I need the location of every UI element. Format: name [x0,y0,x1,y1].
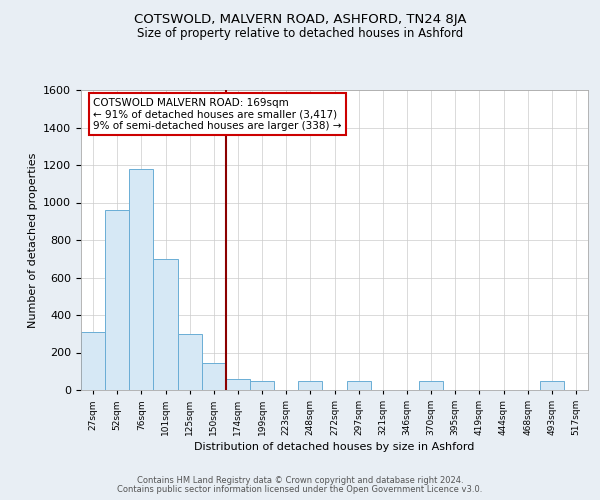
Bar [540,380,564,390]
Y-axis label: Number of detached properties: Number of detached properties [28,152,38,328]
Bar [105,210,129,390]
Bar [129,169,154,390]
Bar [154,259,178,390]
Text: Contains HM Land Registry data © Crown copyright and database right 2024.: Contains HM Land Registry data © Crown c… [137,476,463,485]
Text: COTSWOLD, MALVERN ROAD, ASHFORD, TN24 8JA: COTSWOLD, MALVERN ROAD, ASHFORD, TN24 8J… [134,12,466,26]
Bar [202,363,226,390]
Text: COTSWOLD MALVERN ROAD: 169sqm
← 91% of detached houses are smaller (3,417)
9% of: COTSWOLD MALVERN ROAD: 169sqm ← 91% of d… [93,98,341,130]
Bar [419,380,443,390]
Bar [250,380,274,390]
Text: Size of property relative to detached houses in Ashford: Size of property relative to detached ho… [137,28,463,40]
Bar [347,380,371,390]
Text: Contains public sector information licensed under the Open Government Licence v3: Contains public sector information licen… [118,485,482,494]
Bar [298,380,322,390]
Bar [178,334,202,390]
Bar [226,379,250,390]
Bar [81,332,105,390]
X-axis label: Distribution of detached houses by size in Ashford: Distribution of detached houses by size … [194,442,475,452]
